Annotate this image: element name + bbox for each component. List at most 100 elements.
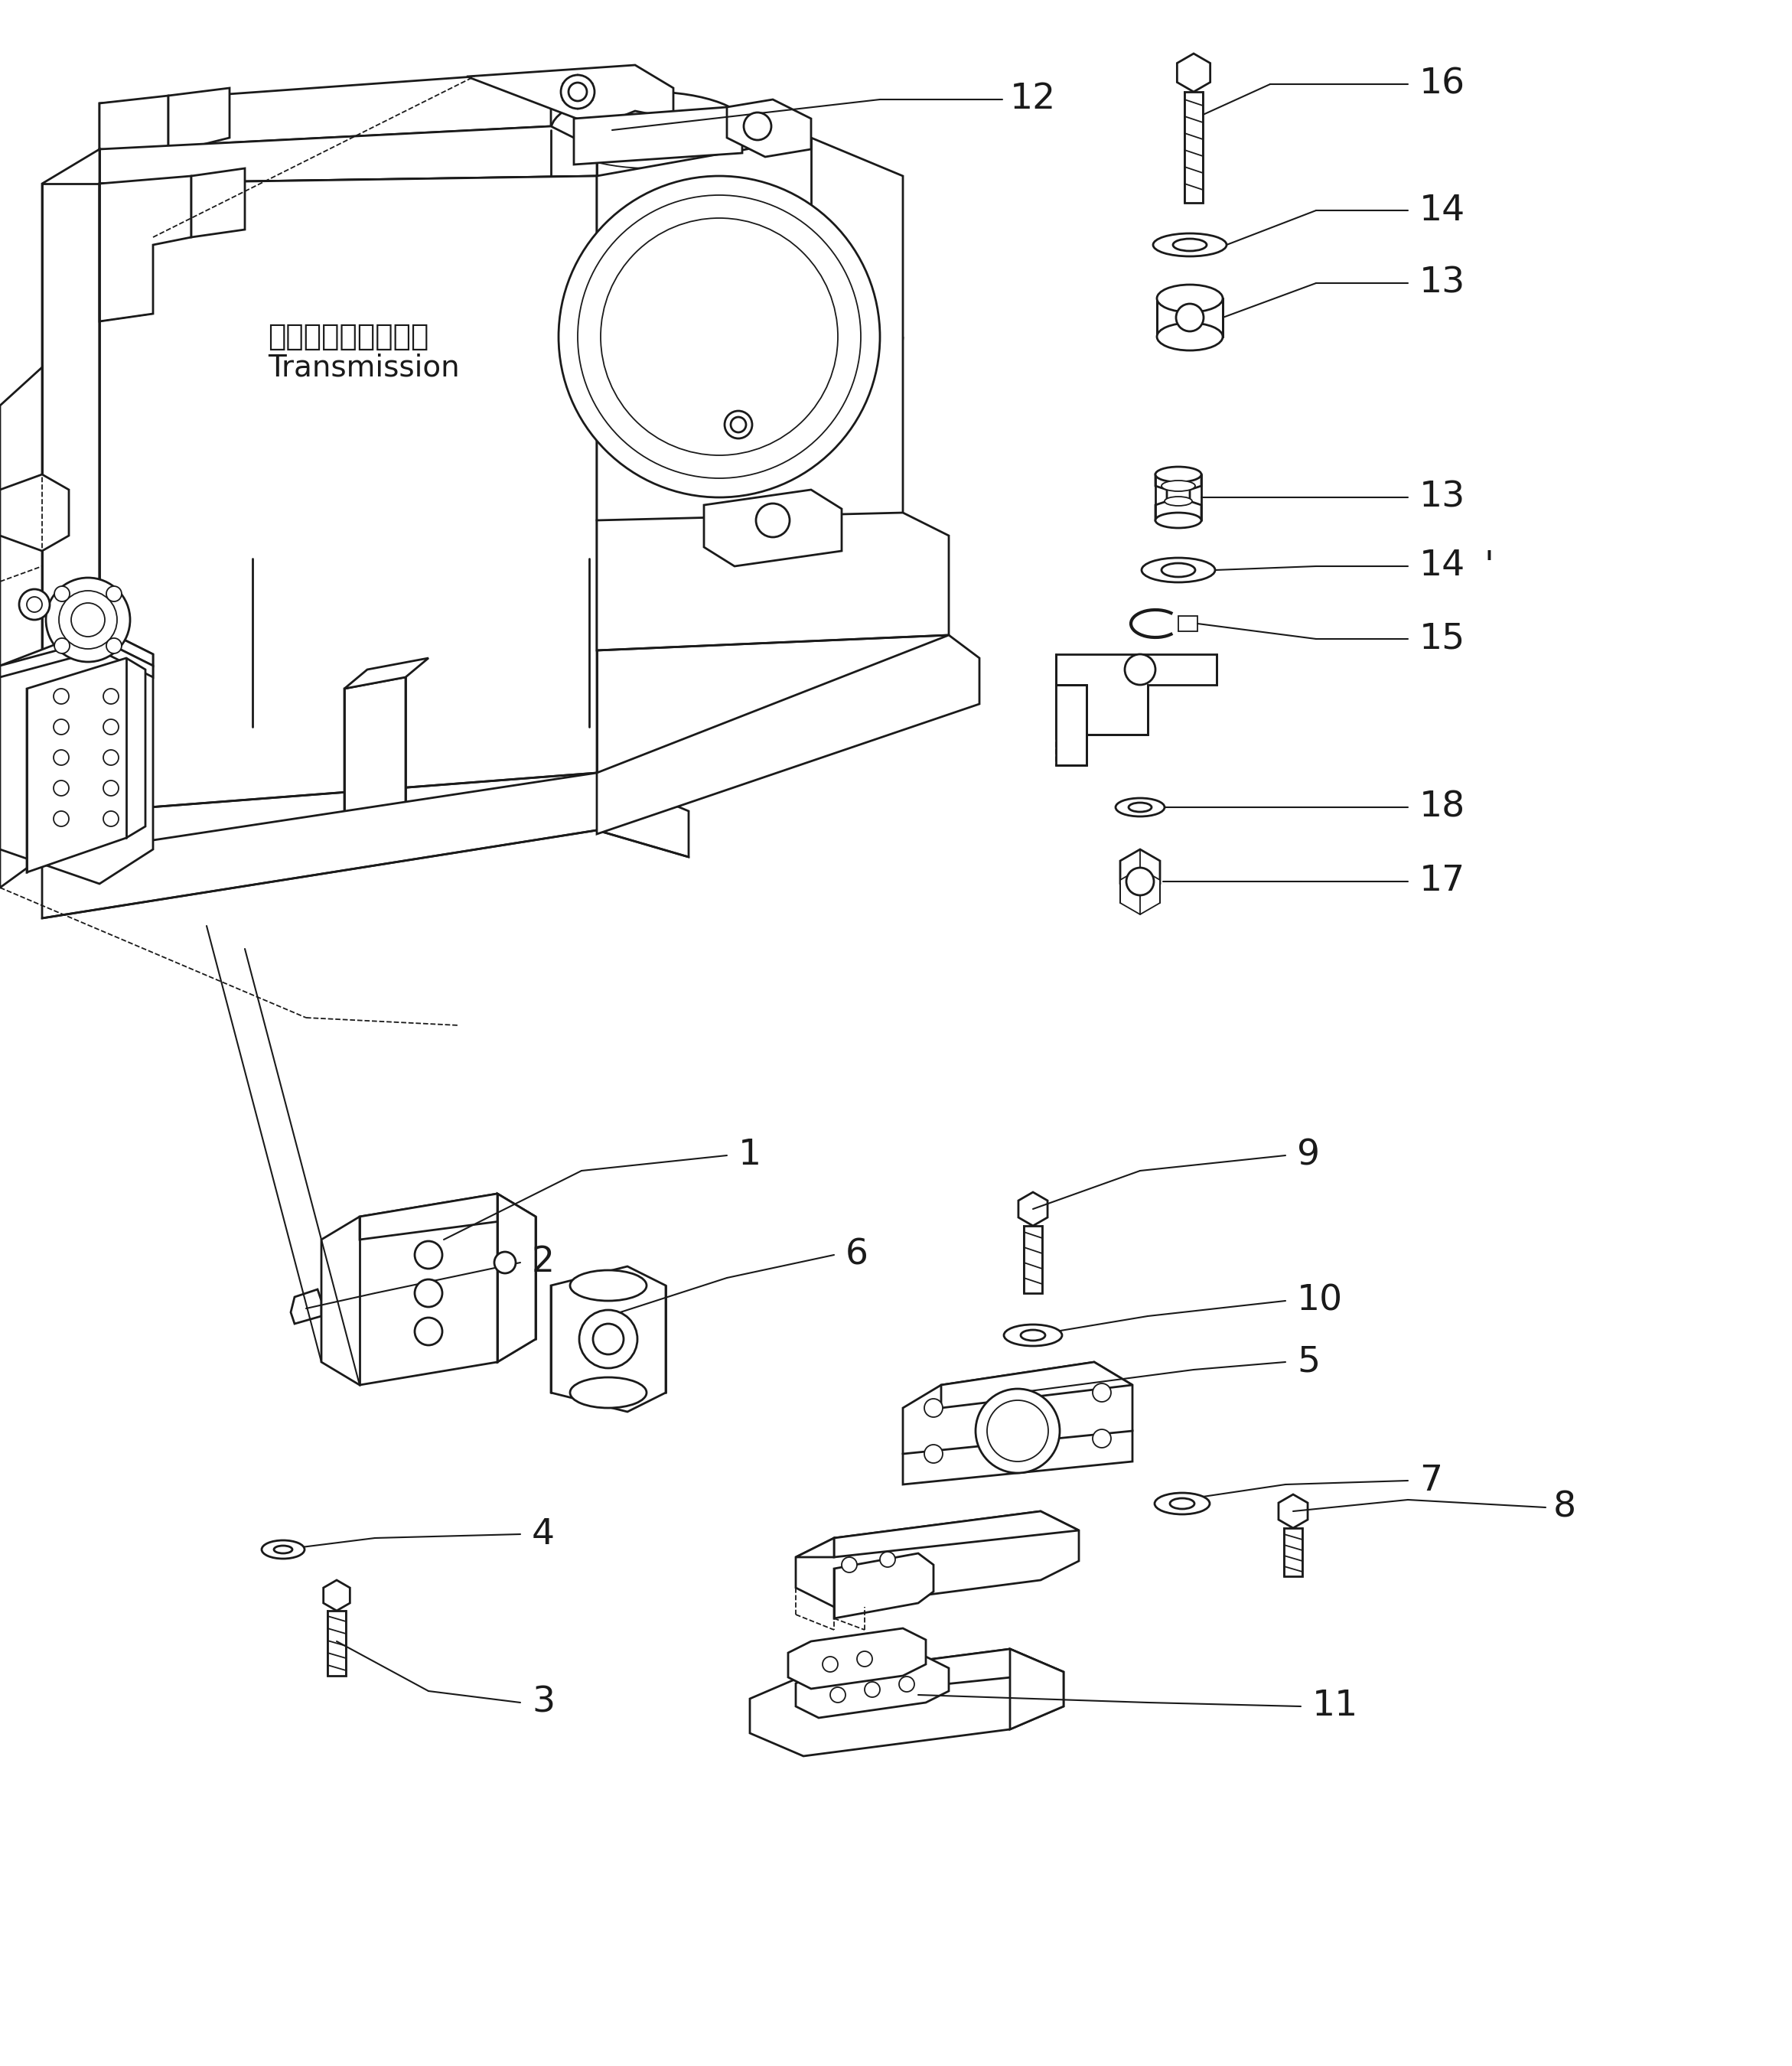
Text: 12: 12 — [1011, 83, 1055, 116]
Circle shape — [54, 719, 68, 735]
Polygon shape — [168, 89, 229, 153]
Polygon shape — [1120, 868, 1159, 915]
Polygon shape — [0, 638, 152, 678]
Ellipse shape — [1021, 1331, 1045, 1341]
Circle shape — [579, 1310, 638, 1368]
Polygon shape — [100, 176, 192, 322]
Circle shape — [864, 1682, 880, 1696]
Polygon shape — [1055, 684, 1086, 764]
Polygon shape — [597, 634, 980, 835]
Text: 2: 2 — [532, 1246, 556, 1279]
Circle shape — [593, 1324, 624, 1355]
Ellipse shape — [570, 1271, 647, 1302]
Polygon shape — [796, 1537, 833, 1558]
Circle shape — [1125, 655, 1156, 684]
Polygon shape — [192, 167, 246, 238]
Polygon shape — [749, 1649, 1064, 1756]
Text: 6: 6 — [846, 1238, 869, 1273]
Circle shape — [495, 1252, 516, 1273]
Polygon shape — [788, 1628, 926, 1688]
Ellipse shape — [1152, 233, 1226, 256]
Polygon shape — [1278, 1494, 1308, 1529]
Circle shape — [54, 587, 70, 601]
Polygon shape — [1156, 475, 1201, 521]
Circle shape — [414, 1242, 443, 1269]
Ellipse shape — [1161, 481, 1195, 492]
Text: Transmission: Transmission — [267, 353, 459, 382]
Polygon shape — [1283, 1529, 1303, 1576]
Ellipse shape — [1158, 285, 1222, 312]
Circle shape — [1176, 304, 1204, 331]
Polygon shape — [796, 1510, 1079, 1607]
Polygon shape — [328, 1611, 346, 1676]
Ellipse shape — [1170, 1498, 1195, 1508]
Text: 1: 1 — [738, 1138, 762, 1173]
Circle shape — [20, 589, 50, 620]
Circle shape — [1127, 868, 1154, 895]
Polygon shape — [573, 107, 742, 165]
Circle shape — [987, 1401, 1048, 1461]
Polygon shape — [321, 1194, 536, 1384]
Polygon shape — [100, 76, 550, 149]
Circle shape — [731, 417, 745, 432]
Circle shape — [54, 812, 68, 826]
Circle shape — [559, 176, 880, 498]
Circle shape — [72, 603, 104, 636]
Ellipse shape — [570, 1378, 647, 1407]
Circle shape — [600, 219, 839, 455]
Text: 7: 7 — [1419, 1463, 1443, 1498]
Polygon shape — [1055, 655, 1217, 735]
Text: 17: 17 — [1419, 864, 1466, 899]
Polygon shape — [1177, 54, 1210, 91]
Circle shape — [104, 812, 118, 826]
Polygon shape — [344, 659, 428, 688]
Circle shape — [756, 504, 790, 537]
Circle shape — [104, 719, 118, 735]
Polygon shape — [100, 126, 597, 184]
Text: ': ' — [1484, 550, 1495, 583]
Polygon shape — [728, 99, 812, 157]
Polygon shape — [466, 64, 674, 126]
Ellipse shape — [1158, 322, 1222, 351]
Text: トランスミッション: トランスミッション — [267, 322, 428, 351]
Circle shape — [54, 750, 68, 764]
Circle shape — [104, 781, 118, 795]
Circle shape — [925, 1399, 943, 1417]
Text: 10: 10 — [1297, 1283, 1342, 1318]
Polygon shape — [344, 678, 405, 818]
Polygon shape — [27, 659, 145, 872]
Circle shape — [1093, 1384, 1111, 1403]
Polygon shape — [833, 1510, 1079, 1558]
Polygon shape — [360, 1194, 536, 1240]
Ellipse shape — [1165, 496, 1192, 506]
Polygon shape — [597, 138, 903, 558]
Circle shape — [830, 1688, 846, 1702]
Circle shape — [54, 688, 68, 705]
Text: 9: 9 — [1297, 1138, 1321, 1173]
Polygon shape — [704, 490, 842, 566]
Polygon shape — [1018, 1192, 1048, 1225]
Polygon shape — [833, 1554, 934, 1618]
Polygon shape — [803, 1649, 1064, 1698]
Polygon shape — [1185, 91, 1202, 202]
Circle shape — [104, 750, 118, 764]
Circle shape — [59, 591, 116, 649]
Polygon shape — [323, 1580, 349, 1611]
Polygon shape — [0, 475, 68, 552]
Ellipse shape — [1004, 1324, 1063, 1345]
Text: 5: 5 — [1297, 1345, 1321, 1380]
Text: 18: 18 — [1419, 789, 1466, 824]
Text: 16: 16 — [1419, 66, 1466, 101]
Polygon shape — [1120, 849, 1159, 895]
Ellipse shape — [1161, 564, 1195, 576]
Ellipse shape — [274, 1545, 292, 1554]
Ellipse shape — [1142, 558, 1215, 583]
Polygon shape — [1011, 1649, 1064, 1729]
Polygon shape — [597, 512, 948, 651]
Circle shape — [104, 688, 118, 705]
Circle shape — [975, 1388, 1059, 1473]
Polygon shape — [0, 628, 152, 884]
Text: 8: 8 — [1554, 1490, 1577, 1525]
Polygon shape — [903, 1361, 1133, 1477]
Text: 15: 15 — [1419, 622, 1466, 657]
